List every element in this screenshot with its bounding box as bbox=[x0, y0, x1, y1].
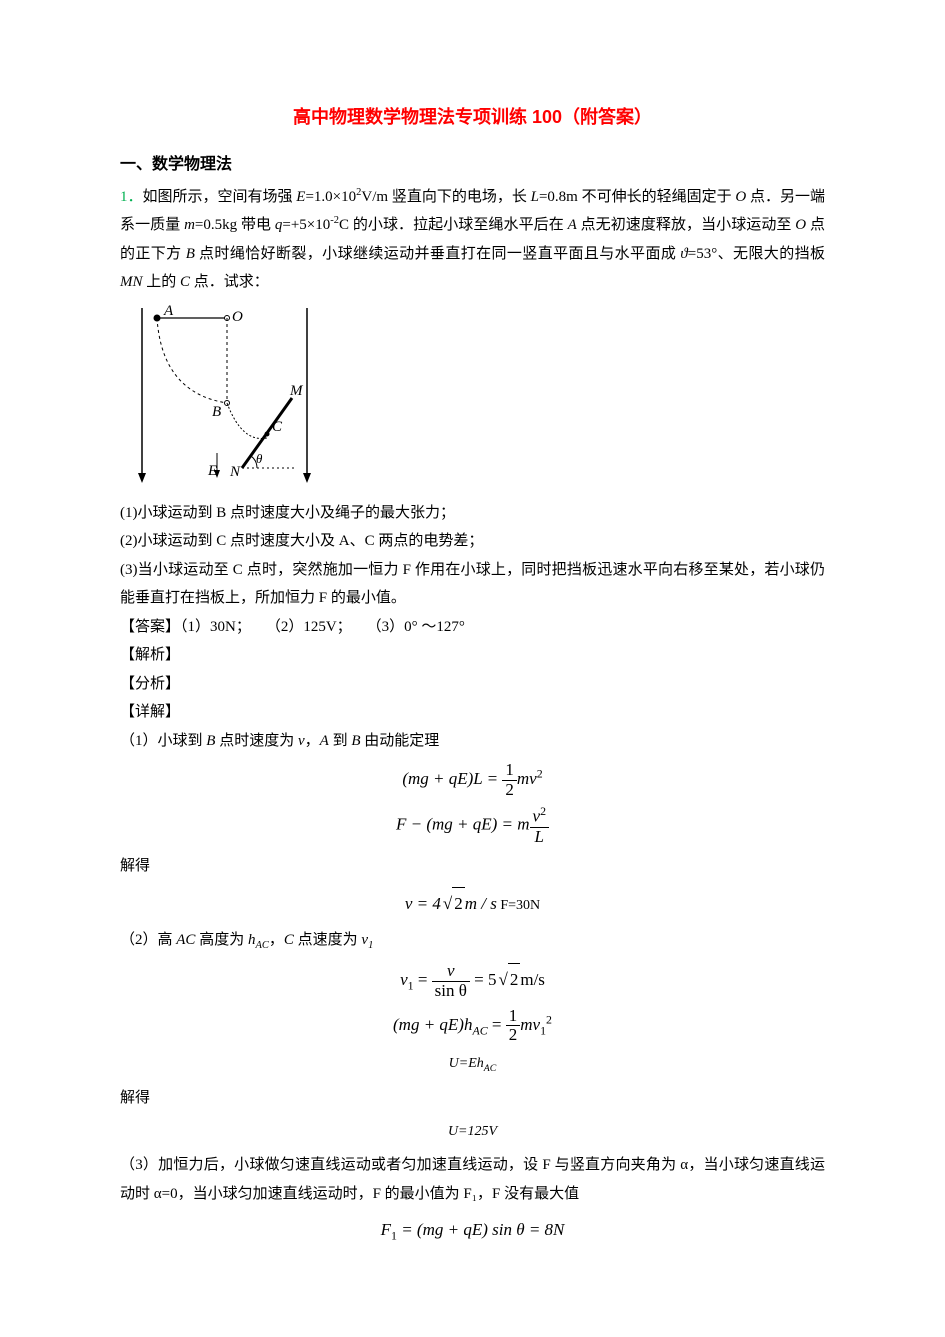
text: 点时绳恰好断裂，小球继续运动并垂直打在同一竖直平面且与水平面成 bbox=[195, 246, 681, 262]
step-1-text: （1）小球到 B 点时速度为 v，A 到 B 由动能定理 bbox=[120, 727, 825, 756]
expr: = (mg + qE) sin θ = 8N bbox=[397, 1220, 564, 1239]
var: AC bbox=[176, 932, 195, 948]
expr: v = 4 bbox=[405, 894, 441, 913]
text: 由动能定理 bbox=[361, 733, 440, 749]
text: C 的小球．拉起小球至绳水平后在 bbox=[339, 217, 568, 233]
formula-5: (mg + qE)hAC = 12mv12 bbox=[120, 1007, 825, 1045]
svg-text:A: A bbox=[163, 303, 174, 319]
expr: mv bbox=[517, 769, 537, 788]
text: ， bbox=[305, 733, 320, 749]
formula-8: F1 = (mg + qE) sin θ = 8N bbox=[120, 1214, 825, 1247]
expr: U=Eh bbox=[449, 1056, 484, 1071]
expr: (mg + qE)L = bbox=[402, 769, 502, 788]
var-O: O bbox=[735, 189, 746, 205]
text: 到 bbox=[329, 733, 352, 749]
expr: U=125V bbox=[448, 1124, 497, 1139]
expr: = 5 bbox=[470, 970, 497, 989]
svg-text:O: O bbox=[232, 309, 243, 325]
sqrt: 2 bbox=[497, 963, 521, 996]
unit: m / s bbox=[465, 894, 497, 913]
svg-text:θ: θ bbox=[256, 451, 263, 466]
exponent: 2 bbox=[546, 1012, 552, 1026]
document-title: 高中物理数学物理法专项训练 100（附答案） bbox=[120, 100, 825, 134]
text: 点无初速度释放，当小球运动至 bbox=[577, 217, 796, 233]
sub-question-2: (2)小球运动到 C 点时速度大小及 A、C 两点的电势差； bbox=[120, 527, 825, 556]
var-B: B bbox=[186, 246, 195, 262]
text: 上的 bbox=[143, 274, 181, 290]
text: =53°、无限大的挡板 bbox=[688, 246, 825, 262]
text: =0.8m 不可伸长的轻绳固定于 bbox=[539, 189, 735, 205]
text: V/m 竖直向下的电场，长 bbox=[361, 189, 530, 205]
var: v bbox=[298, 733, 305, 749]
var: B bbox=[351, 733, 360, 749]
svg-text:N: N bbox=[229, 464, 241, 480]
question-number: 1． bbox=[120, 189, 143, 205]
text: （2）高 bbox=[120, 932, 176, 948]
expr: F bbox=[381, 1220, 391, 1239]
sub-question-1: (1)小球运动到 B 点时速度大小及绳子的最大张力； bbox=[120, 499, 825, 528]
text: ， bbox=[269, 932, 284, 948]
section-heading: 一、数学物理法 bbox=[120, 150, 825, 180]
var-L: L bbox=[531, 189, 539, 205]
answer-text: （1）30N； （2）125V； （3）0° ～127° bbox=[180, 619, 465, 635]
text: =0.5kg 带电 bbox=[195, 217, 275, 233]
fenxi-label: 【分析】 bbox=[120, 670, 825, 699]
text: F=30N bbox=[497, 898, 540, 913]
var-C: C bbox=[180, 274, 190, 290]
expr: (mg + qE)h bbox=[393, 1015, 472, 1034]
text: 点速度为 bbox=[294, 932, 362, 948]
jiede-1: 解得 bbox=[120, 852, 825, 881]
step-3-text: （3）加恒力后，小球做匀速直线运动或者匀加速直线运动，设 F 与竖直方向夹角为 … bbox=[120, 1151, 825, 1208]
expr: v bbox=[400, 970, 408, 989]
expr: mv bbox=[520, 1015, 540, 1034]
var-theta: ϑ bbox=[680, 246, 687, 262]
fraction: vsin θ bbox=[432, 962, 470, 1000]
text: 高度为 bbox=[195, 932, 248, 948]
sub-question-3: (3)当小球运动至 C 点时，突然施加一恒力 F 作用在小球上，同时把挡板迅速水… bbox=[120, 556, 825, 613]
exponent: 2 bbox=[537, 767, 543, 781]
exponent: -2 bbox=[330, 215, 339, 226]
formula-6: U=EhAC bbox=[120, 1051, 825, 1078]
formula-1: (mg + qE)L = 12mv2 bbox=[120, 761, 825, 799]
formula-7: U=125V bbox=[120, 1119, 825, 1146]
svg-text:B: B bbox=[212, 404, 221, 420]
fraction: 12 bbox=[502, 761, 517, 799]
question-1-stem: 1．如图所示，空间有场强 E=1.0×102V/m 竖直向下的电场，长 L=0.… bbox=[120, 183, 825, 297]
subscript: AC bbox=[484, 1063, 497, 1074]
text: =+5×10 bbox=[282, 217, 330, 233]
subscript: 1 bbox=[368, 940, 373, 951]
text: 点．试求： bbox=[190, 274, 269, 290]
var: C bbox=[284, 932, 294, 948]
text: （1）小球到 bbox=[120, 733, 206, 749]
answer-label: 【答案】 bbox=[120, 619, 180, 635]
question-figure: A O B M N C θ E bbox=[132, 303, 322, 493]
formula-4: v1 = vsin θ = 52m/s bbox=[120, 962, 825, 1000]
var-O: O bbox=[795, 217, 806, 233]
subscript: AC bbox=[255, 940, 268, 951]
var-MN: MN bbox=[120, 274, 143, 290]
svg-text:C: C bbox=[272, 419, 283, 435]
answer-line: 【答案】（1）30N； （2）125V； （3）0° ～127° bbox=[120, 613, 825, 642]
var: A bbox=[320, 733, 329, 749]
unit: m/s bbox=[520, 970, 545, 989]
var-A: A bbox=[568, 217, 577, 233]
fraction: 12 bbox=[506, 1007, 521, 1045]
xiangjie-label: 【详解】 bbox=[120, 698, 825, 727]
step-2-text: （2）高 AC 高度为 hAC，C 点速度为 v1 bbox=[120, 926, 825, 956]
expr: F − (mg + qE) = m bbox=[396, 815, 530, 834]
fraction: v2L bbox=[530, 805, 550, 846]
var-m: m bbox=[184, 217, 195, 233]
jiexi-label: 【解析】 bbox=[120, 641, 825, 670]
text: 如图所示，空间有场强 bbox=[143, 189, 297, 205]
eq: = bbox=[488, 1015, 506, 1034]
text: =1.0×10 bbox=[305, 189, 356, 205]
eq: = bbox=[414, 970, 432, 989]
text: 点时速度为 bbox=[215, 733, 298, 749]
sqrt: 2 bbox=[441, 887, 465, 920]
formula-3: v = 42m / s F=30N bbox=[120, 887, 825, 920]
formula-2: F − (mg + qE) = mv2L bbox=[120, 805, 825, 846]
jiede-2: 解得 bbox=[120, 1084, 825, 1113]
svg-text:M: M bbox=[289, 383, 304, 399]
subscript: AC bbox=[472, 1023, 487, 1037]
